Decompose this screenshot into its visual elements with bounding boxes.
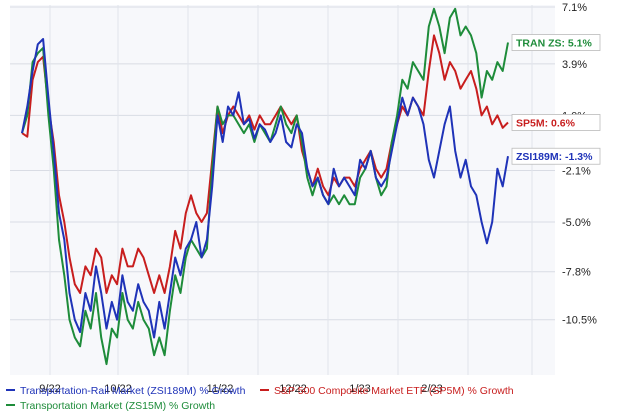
end-tag-label: SP5M: 0.6% — [516, 117, 576, 129]
series-end-tags: ZSI189M: -1.3% SP5M: 0.6% TRAN ZS: 5.1% — [511, 34, 601, 165]
x-tick-label: 9/22 — [39, 383, 60, 395]
legend-label: Transportation Market (ZS15M) % Growth — [20, 400, 215, 412]
series-line-2 — [21, 7, 509, 366]
end-tag-box — [511, 147, 601, 165]
x-tick-label: 12/22 — [279, 383, 307, 395]
end-tag-1: SP5M: 0.6% — [511, 114, 601, 131]
series-lines — [21, 7, 509, 366]
legend-item-2: Transportation Market (ZS15M) % Growth — [6, 400, 215, 412]
series-line-1 — [21, 34, 509, 294]
end-tag-label: TRAN ZS: 5.1% — [516, 38, 593, 50]
y-tick-label: -2.1% — [562, 165, 591, 177]
plot-area — [10, 5, 555, 375]
legend-label: S&P 500 Composite Market ETF (SP5M) % Gr… — [274, 385, 514, 397]
legend-label: Transportation-Rail Market (ZSI189M) % G… — [20, 385, 246, 397]
x-tick-label: 2/23 — [421, 383, 442, 395]
y-tick-label: -7.8% — [562, 267, 591, 279]
end-tag-2: TRAN ZS: 5.1% — [511, 34, 601, 51]
end-tag-label: ZSI189M: -1.3% — [516, 151, 593, 163]
end-tag-0: ZSI189M: -1.3% — [511, 147, 601, 165]
y-tick-label: -10.5% — [562, 315, 597, 327]
x-axis-labels: 9/22 10/22 11/22 12/22 1/23 2/23 — [39, 383, 442, 395]
x-tick-label: 10/22 — [104, 383, 132, 395]
series-line-0 — [21, 38, 509, 339]
end-tag-box — [511, 34, 601, 51]
legend-item-1: S&P 500 Composite Market ETF (SP5M) % Gr… — [260, 385, 514, 397]
legend-item-0: Transportation-Rail Market (ZSI189M) % G… — [6, 385, 246, 397]
y-tick-label: 3.9% — [562, 59, 587, 71]
x-tick-label: 11/22 — [207, 383, 234, 395]
legend: Transportation-Rail Market (ZSI189M) % G… — [6, 385, 514, 412]
end-tag-box — [511, 114, 601, 131]
y-tick-label: 7.1% — [562, 2, 587, 14]
x-tick-label: 1/23 — [349, 383, 370, 395]
y-tick-label: -5.0% — [562, 217, 591, 229]
